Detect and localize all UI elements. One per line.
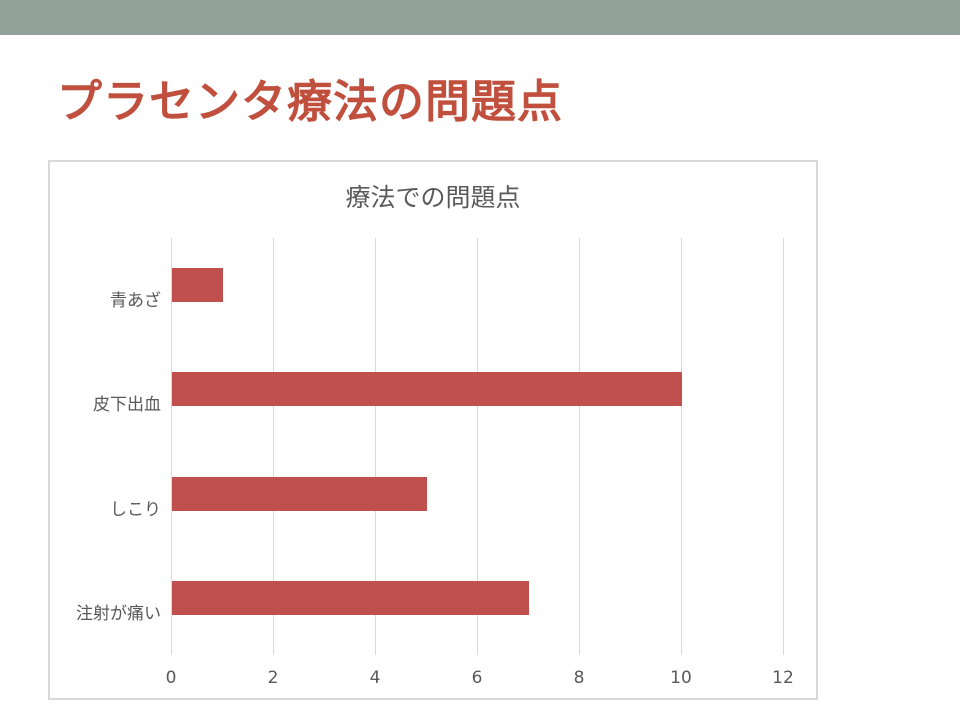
gridline: [477, 238, 478, 655]
tick-label: 0: [165, 668, 177, 688]
gridline: [579, 238, 580, 655]
slide-title: プラセンタ療法の問題点: [57, 75, 564, 128]
tick-label: 10: [670, 668, 692, 688]
category-label: 注射が痛い: [76, 604, 161, 624]
tick-label: 12: [772, 668, 794, 688]
gridline: [681, 238, 682, 655]
bar: [172, 268, 223, 302]
tick-label: 8: [573, 668, 585, 688]
chart-title: 療法での問題点: [345, 183, 521, 212]
bar: [172, 477, 427, 511]
category-label: しこり: [110, 500, 161, 520]
bar: [172, 581, 529, 615]
tick-label: 6: [471, 668, 483, 688]
plot-area: [171, 238, 784, 655]
bar: [172, 372, 682, 406]
gridline: [783, 238, 784, 655]
tick-label: 2: [267, 668, 279, 688]
category-label: 皮下出血: [93, 395, 161, 415]
top-banner: [0, 0, 960, 35]
category-label: 青あざ: [110, 291, 161, 311]
tick-label: 4: [369, 668, 381, 688]
gridline: [171, 238, 172, 655]
gridline: [375, 238, 376, 655]
chart-frame: 療法での問題点 0 2 4 6 8 10 12 青あざ皮下出血しこり注射が痛い: [48, 160, 818, 700]
gridline: [273, 238, 274, 655]
